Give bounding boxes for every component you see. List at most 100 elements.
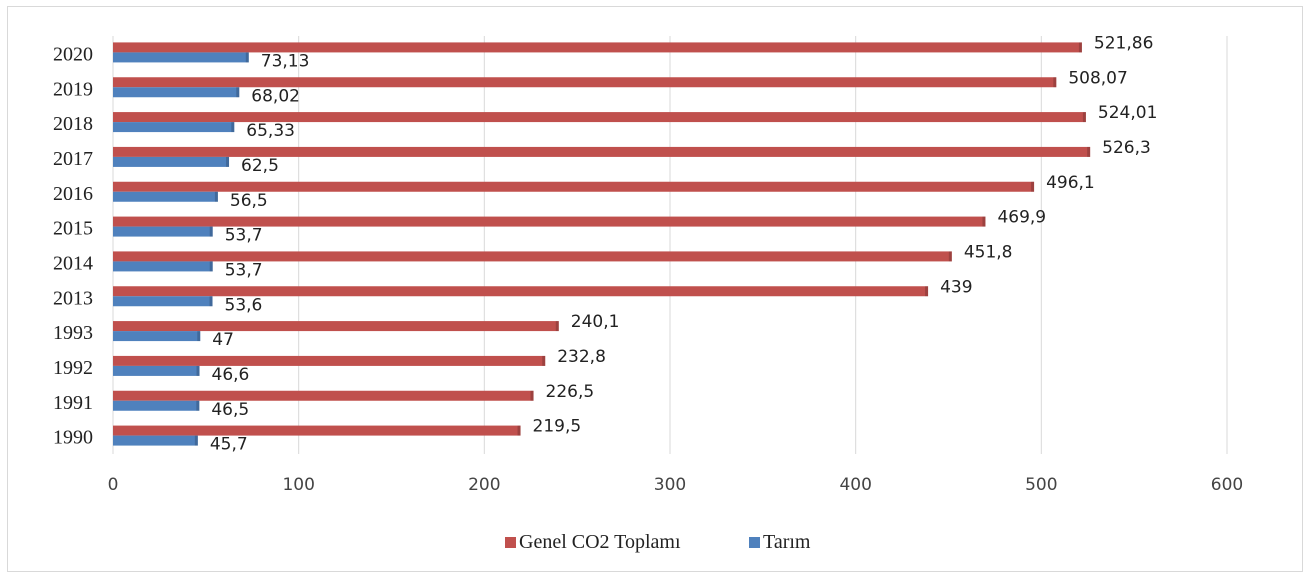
data-label-tarim: 46,6: [212, 365, 250, 385]
legend-label-genel: Genel CO2 Toplamı: [519, 531, 681, 553]
value-axis: 0 100 200 300 400 500 600: [108, 475, 1244, 495]
x-tick-label: 500: [1025, 475, 1057, 495]
bar-genel: [113, 146, 1091, 157]
bar-tarim: [113, 331, 201, 342]
bar-tarim: [113, 156, 230, 167]
y-category-label: 1993: [53, 322, 93, 344]
bar-tarim: [113, 226, 213, 237]
data-label-tarim: 73,13: [261, 51, 310, 71]
data-label-genel: 451,8: [964, 242, 1013, 262]
data-label-tarim: 45,7: [210, 435, 248, 455]
y-category-label: 2018: [53, 113, 93, 135]
bar-end-shade: [1087, 146, 1091, 157]
bar-genel: [113, 216, 986, 227]
x-tick-label: 100: [282, 475, 314, 495]
bar-end-shade: [1053, 77, 1057, 88]
bar-genel: [113, 286, 929, 297]
data-label-genel: 439: [940, 277, 972, 297]
y-category-label: 2017: [53, 148, 93, 170]
y-category-label: 2015: [53, 218, 93, 240]
bar-end-shade: [194, 435, 198, 446]
data-labels: 219,5 45,7 226,5 46,5 232,8 46,6 240,1 47 439 53,…: [210, 33, 1158, 454]
bar-tarim: [113, 191, 218, 202]
y-category-label: 1992: [53, 357, 93, 379]
y-category-label: 2013: [53, 287, 93, 309]
bar-genel: [113, 251, 952, 262]
data-label-genel: 226,5: [546, 382, 595, 402]
data-label-genel: 469,9: [997, 208, 1046, 228]
bar-end-shade: [209, 261, 213, 272]
x-tick-label: 400: [839, 475, 871, 495]
bar-end-shade: [197, 331, 201, 342]
data-label-tarim: 46,5: [211, 400, 249, 420]
bar-end-shade: [214, 191, 218, 202]
bar-genel: [113, 355, 546, 366]
bar-end-shade: [948, 251, 952, 262]
y-category-label: 2019: [53, 78, 93, 100]
y-category-label: 2014: [53, 252, 93, 274]
legend-swatch-genel: [505, 537, 516, 548]
bar-genel: [113, 321, 559, 332]
data-label-tarim: 56,5: [230, 191, 268, 211]
category-axis: 1990 1991 1992 1993 2013 2014 2015 2016 2017 2018…: [53, 43, 93, 448]
bar-tarim: [113, 400, 200, 411]
bar-end-shade: [1031, 181, 1035, 192]
bar-end-shade: [226, 156, 230, 167]
bar-tarim: [113, 52, 249, 63]
bar-tarim: [113, 87, 240, 98]
bar-end-shade: [236, 87, 240, 98]
data-label-genel: 508,07: [1068, 68, 1127, 88]
data-label-genel: 232,8: [557, 347, 606, 367]
bar-end-shade: [196, 400, 200, 411]
bar-end-shade: [517, 425, 521, 436]
data-label-genel: 496,1: [1046, 173, 1095, 193]
bar-genel: [113, 42, 1082, 53]
data-label-tarim: 68,02: [251, 86, 300, 106]
bar-tarim: [113, 122, 235, 133]
data-label-tarim: 47: [212, 330, 234, 350]
x-tick-label: 200: [468, 475, 500, 495]
data-label-genel: 521,86: [1094, 33, 1153, 53]
bar-tarim: [113, 261, 213, 272]
bar-genel: [113, 77, 1057, 88]
bar-end-shade: [555, 321, 559, 332]
y-category-label: 1990: [53, 427, 93, 449]
data-label-genel: 524,01: [1098, 103, 1157, 123]
y-category-label: 1991: [53, 392, 93, 414]
legend-swatch-tarim: [749, 537, 760, 548]
bar-genel: [113, 181, 1035, 192]
bar-end-shade: [231, 122, 235, 133]
data-label-tarim: 62,5: [241, 156, 279, 176]
data-label-genel: 219,5: [533, 417, 582, 437]
bars: [113, 42, 1091, 446]
data-label-genel: 240,1: [571, 312, 620, 332]
bar-end-shade: [196, 365, 200, 376]
bar-end-shade: [209, 296, 213, 307]
bar-end-shade: [1082, 112, 1086, 123]
data-label-tarim: 53,7: [225, 226, 263, 246]
gridlines: [112, 36, 1228, 454]
bar-genel: [113, 112, 1086, 123]
bar-genel: [113, 390, 534, 401]
bar-end-shade: [209, 226, 213, 237]
data-label-tarim: 53,7: [225, 260, 263, 280]
bar-end-shade: [982, 216, 986, 227]
bar-end-shade: [245, 52, 249, 63]
y-category-label: 2016: [53, 183, 93, 205]
data-label-tarim: 65,33: [246, 121, 295, 141]
bar-genel: [113, 425, 521, 436]
x-tick-label: 0: [108, 475, 119, 495]
data-label-tarim: 53,6: [225, 295, 263, 315]
bar-tarim: [113, 435, 198, 446]
bar-end-shade: [925, 286, 929, 297]
bar-tarim: [113, 365, 200, 376]
legend-label-tarim: Tarım: [763, 531, 811, 553]
bar-end-shade: [530, 390, 534, 401]
bar-tarim: [113, 296, 213, 307]
legend: Genel CO2 Toplamı Tarım: [505, 531, 811, 553]
data-label-genel: 526,3: [1102, 138, 1151, 158]
bar-end-shade: [1078, 42, 1082, 53]
x-tick-label: 600: [1211, 475, 1243, 495]
x-tick-label: 300: [654, 475, 686, 495]
